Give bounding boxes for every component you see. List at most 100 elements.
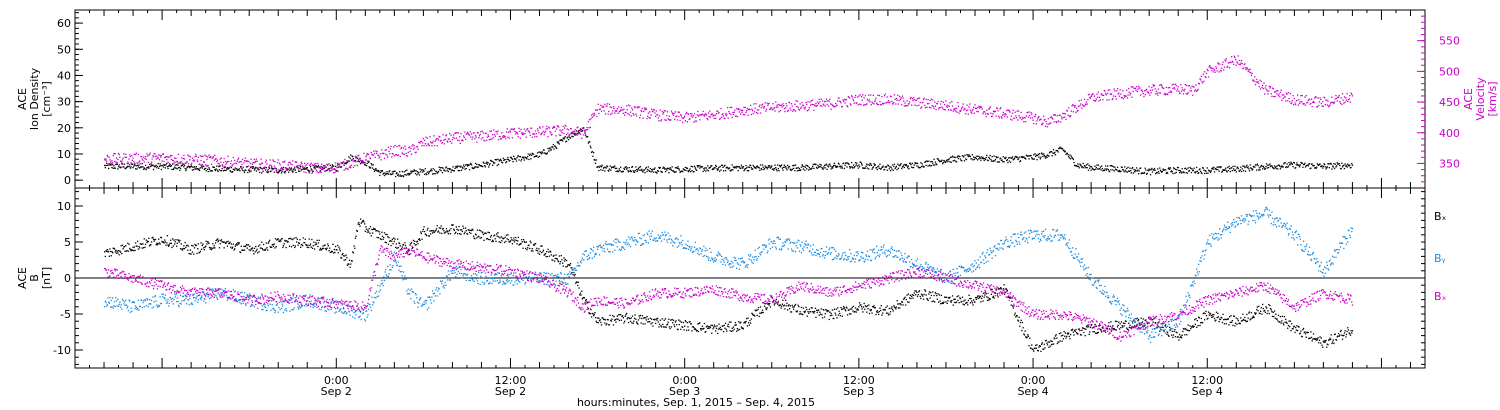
- data-point: [404, 148, 407, 150]
- data-point: [698, 165, 700, 167]
- data-point: [199, 252, 201, 254]
- data-point: [346, 160, 348, 162]
- data-point: [845, 99, 847, 101]
- data-point: [723, 117, 725, 119]
- data-point: [519, 156, 521, 158]
- data-point: [1267, 93, 1269, 95]
- data-point: [396, 172, 398, 174]
- data-point: [486, 161, 488, 163]
- data-point: [220, 161, 222, 163]
- data-point: [176, 168, 178, 170]
- data-point: [443, 143, 446, 145]
- data-point: [336, 249, 338, 251]
- data-point: [838, 163, 840, 165]
- data-point: [869, 101, 871, 103]
- data-point: [343, 164, 345, 166]
- data-point: [1206, 68, 1208, 71]
- data-point: [894, 167, 896, 170]
- data-point: [700, 329, 702, 331]
- data-point: [513, 129, 515, 131]
- data-point: [240, 166, 242, 168]
- data-point: [287, 241, 289, 243]
- data-point: [117, 250, 120, 252]
- data-point: [1283, 162, 1286, 164]
- data-point: [171, 155, 173, 157]
- data-point: [558, 141, 560, 143]
- data-point: [311, 247, 314, 249]
- data-point: [499, 136, 501, 138]
- data-point: [1182, 89, 1184, 91]
- data-point: [903, 164, 905, 166]
- data-point: [157, 162, 159, 165]
- data-point: [133, 153, 135, 155]
- data-point: [506, 158, 508, 160]
- data-point: [1211, 168, 1213, 170]
- data-point: [195, 153, 197, 155]
- data-point: [827, 166, 830, 168]
- data-point: [234, 169, 236, 171]
- data-point: [416, 240, 419, 242]
- data-point: [918, 104, 920, 106]
- data-point: [284, 240, 287, 242]
- data-point: [158, 167, 160, 169]
- data-point: [736, 166, 739, 168]
- data-point: [314, 168, 316, 170]
- data-point: [726, 107, 729, 109]
- data-point: [594, 162, 597, 164]
- data-point: [527, 244, 529, 247]
- data-point: [889, 166, 891, 168]
- data-point: [127, 162, 130, 165]
- data-point: [586, 302, 588, 304]
- data-point: [384, 172, 386, 174]
- data-point: [1154, 88, 1156, 90]
- data-point: [289, 161, 291, 163]
- data-point: [707, 165, 709, 167]
- data-point: [274, 168, 277, 170]
- data-point: [554, 257, 556, 260]
- data-point: [834, 106, 836, 108]
- data-point: [338, 246, 340, 248]
- data-point: [1299, 166, 1301, 168]
- data-point: [474, 162, 477, 165]
- data-point: [263, 243, 265, 246]
- data-point: [895, 97, 898, 100]
- data-point: [137, 248, 139, 250]
- data-point: [534, 136, 536, 138]
- data-point: [1037, 154, 1039, 157]
- data-point: [309, 164, 311, 166]
- data-point: [498, 160, 500, 162]
- data-point: [720, 107, 722, 110]
- data-point: [715, 327, 717, 329]
- data-point: [342, 162, 344, 164]
- data-point: [1281, 166, 1284, 168]
- data-point: [843, 98, 845, 101]
- data-point: [711, 332, 713, 334]
- data-point: [157, 157, 159, 159]
- data-point: [1094, 100, 1096, 102]
- data-point: [740, 321, 742, 323]
- data-point: [736, 328, 739, 330]
- data-point: [938, 108, 940, 110]
- data-point: [726, 325, 729, 327]
- data-point: [1165, 94, 1167, 96]
- data-point: [332, 168, 334, 171]
- data-point: [547, 248, 549, 250]
- data-point: [798, 108, 800, 110]
- data-point: [1301, 162, 1303, 165]
- data-point: [1134, 171, 1136, 173]
- data-point: [1112, 169, 1114, 171]
- data-point: [226, 168, 228, 170]
- data-point: [325, 170, 327, 172]
- data-point: [540, 245, 542, 247]
- data-point: [511, 157, 513, 159]
- data-point: [147, 166, 149, 168]
- data-point: [1333, 102, 1335, 105]
- data-point: [1059, 114, 1061, 116]
- data-point: [982, 111, 985, 113]
- data-point: [496, 164, 498, 167]
- data-point: [750, 113, 752, 116]
- data-point: [825, 100, 827, 102]
- data-point: [323, 247, 325, 250]
- data-point: [649, 317, 651, 319]
- data-point: [1257, 81, 1259, 83]
